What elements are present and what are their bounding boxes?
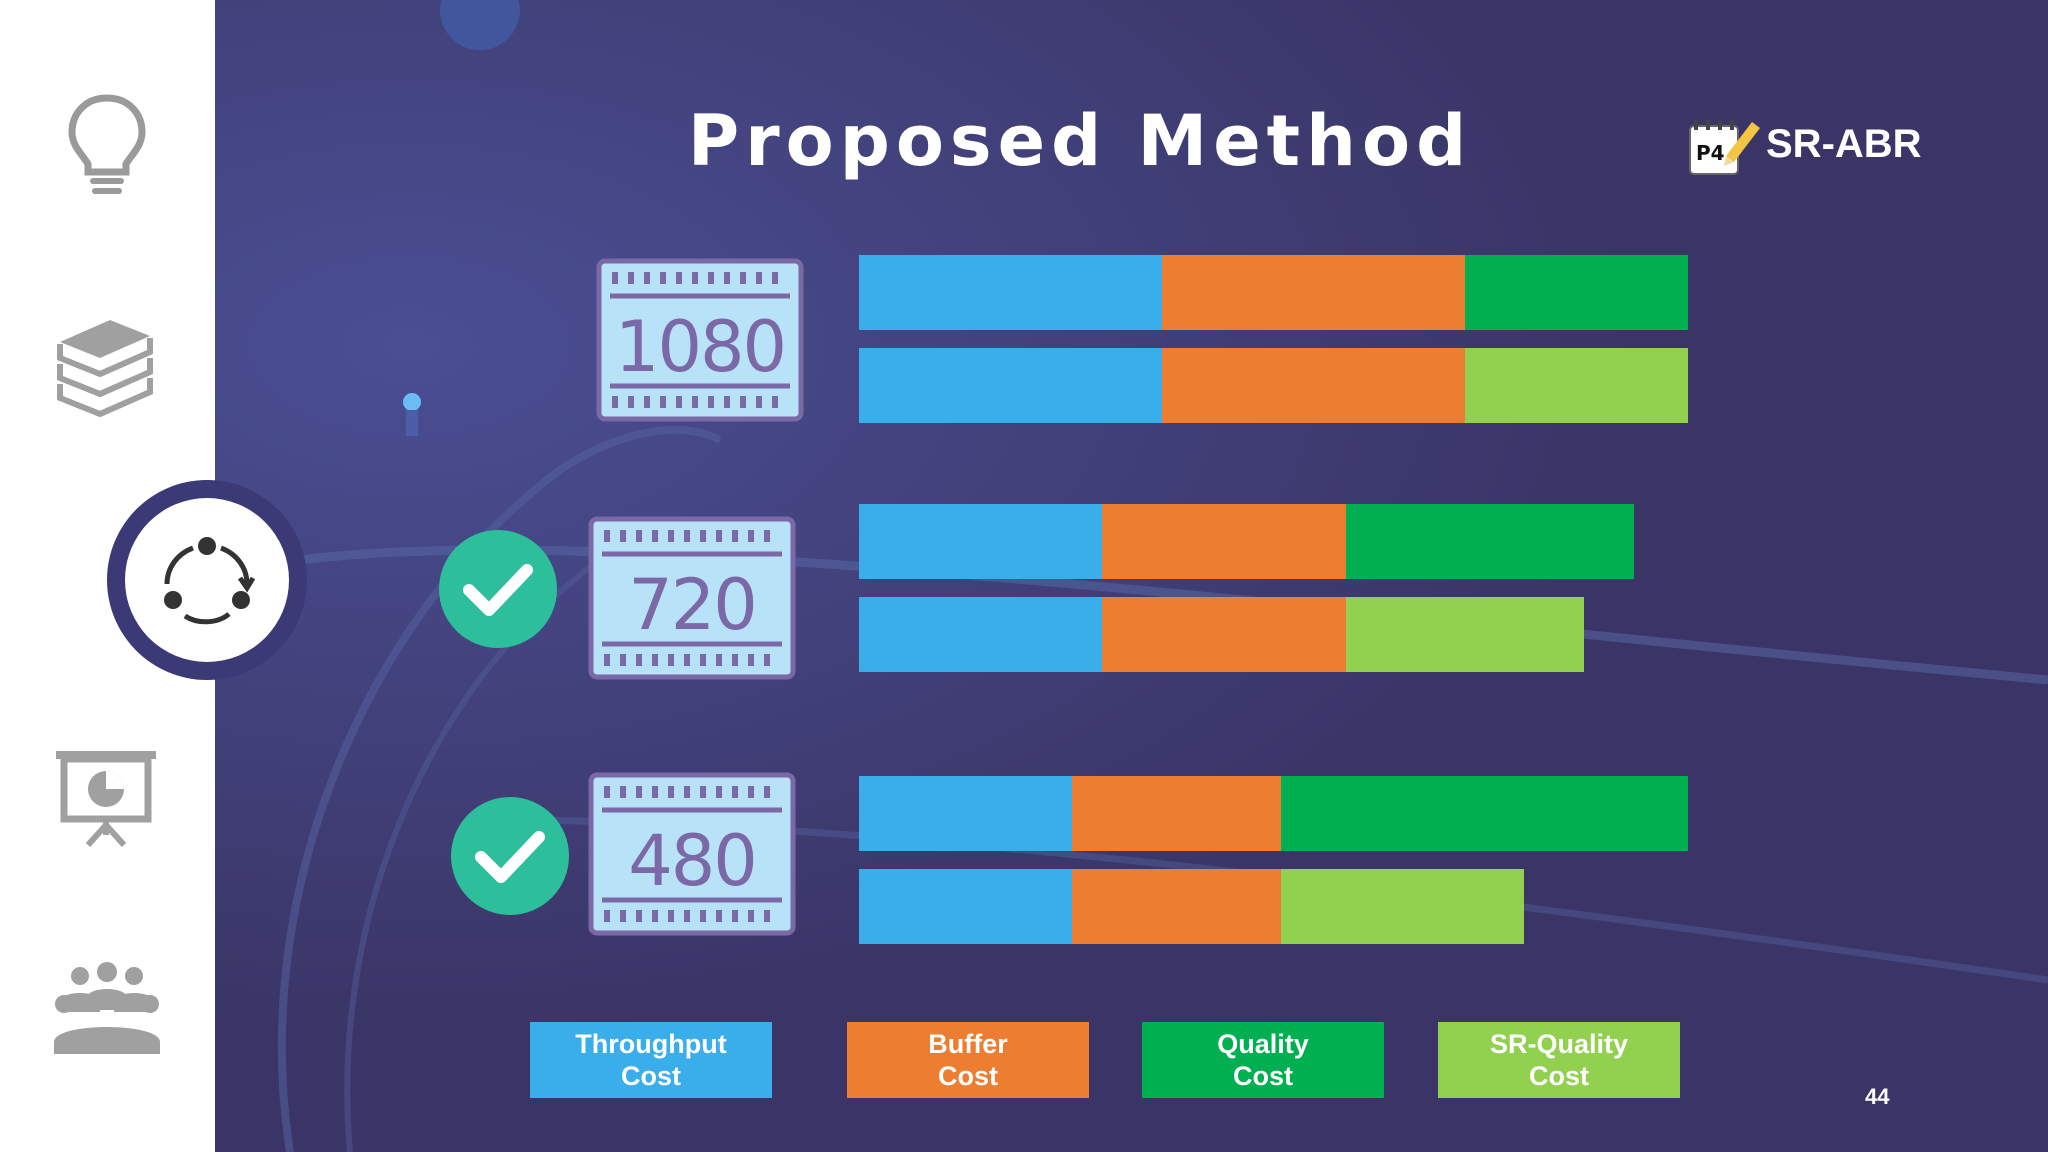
legend-throughput-cost: Throughput Cost: [530, 1022, 772, 1098]
legend-sr-quality-cost: SR-Quality Cost: [1438, 1022, 1680, 1098]
resolution-card-1080: 1080: [596, 258, 804, 422]
bar-row-720-quality: [859, 504, 1634, 579]
bar-row-1080-quality: [859, 255, 1689, 330]
bar-segment-quality-cost: [1464, 255, 1689, 330]
legend-label-line1: Buffer: [928, 1029, 1008, 1059]
bar-segment-buffer-cost: [1072, 776, 1281, 851]
slide-title: Proposed Method: [687, 100, 1473, 182]
film-frame-icon: [588, 772, 796, 936]
checkmark-icon-720: [439, 530, 557, 648]
bar-row-480-quality: [859, 776, 1689, 851]
legend-label-line1: Throughput: [575, 1029, 727, 1059]
notepad-pencil-icon: P4: [1689, 120, 1760, 175]
legend-label-line1: Quality: [1217, 1029, 1309, 1059]
legend-quality-cost: Quality Cost: [1142, 1022, 1384, 1098]
bar-segment-quality-cost: [1281, 776, 1689, 851]
bar-row-1080-sr-quality: [859, 348, 1689, 423]
presentation-chart-icon[interactable]: [50, 745, 165, 855]
resolution-card-720: 720: [588, 516, 796, 680]
legend-label-line2: Cost: [1529, 1061, 1589, 1091]
bar-segment-sr-quality-cost: [1345, 597, 1584, 672]
bar-segment-throughput-cost: [859, 348, 1162, 423]
bar-segment-buffer-cost: [1102, 597, 1346, 672]
brand-name: SR-ABR: [1766, 122, 1922, 166]
resolution-label: 480: [628, 820, 758, 902]
bar-segment-sr-quality-cost: [1281, 869, 1525, 944]
bar-segment-throughput-cost: [859, 597, 1103, 672]
bar-segment-buffer-cost: [1161, 348, 1465, 423]
cycle-icon: [164, 537, 256, 625]
bar-segment-buffer-cost: [1072, 869, 1281, 944]
legend-label-line2: Cost: [621, 1061, 681, 1091]
legend-label-line2: Cost: [1233, 1061, 1293, 1091]
brand-badge: P4: [1696, 141, 1725, 165]
resolution-card-480: 480: [588, 772, 796, 936]
legend-label-line1: SR-Quality: [1489, 1029, 1629, 1059]
checkmark-icon-480: [451, 797, 569, 915]
sidebar: [0, 0, 289, 1152]
books-icon[interactable]: [50, 308, 165, 418]
bar-segment-buffer-cost: [1161, 255, 1465, 330]
film-frame-icon: [588, 516, 796, 680]
film-frame-icon: [596, 258, 804, 422]
bar-segment-buffer-cost: [1102, 504, 1346, 579]
bar-segment-throughput-cost: [859, 776, 1073, 851]
lightbulb-icon[interactable]: [50, 90, 165, 200]
bar-segment-sr-quality-cost: [1464, 348, 1689, 423]
bar-segment-quality-cost: [1345, 504, 1634, 579]
bar-segment-throughput-cost: [859, 255, 1162, 330]
resolution-label: 1080: [614, 306, 787, 388]
bar-segment-throughput-cost: [859, 504, 1103, 579]
active-nav-circle[interactable]: [125, 498, 289, 662]
bar-row-480-sr-quality: [859, 869, 1525, 944]
legend-buffer-cost: Buffer Cost: [847, 1022, 1089, 1098]
resolution-label: 720: [628, 564, 758, 646]
people-group-icon[interactable]: [50, 962, 165, 1072]
bar-segment-throughput-cost: [859, 869, 1073, 944]
page-number: 44: [1865, 1084, 1890, 1109]
bar-row-720-sr-quality: [859, 597, 1584, 672]
legend-label-line2: Cost: [938, 1061, 998, 1091]
